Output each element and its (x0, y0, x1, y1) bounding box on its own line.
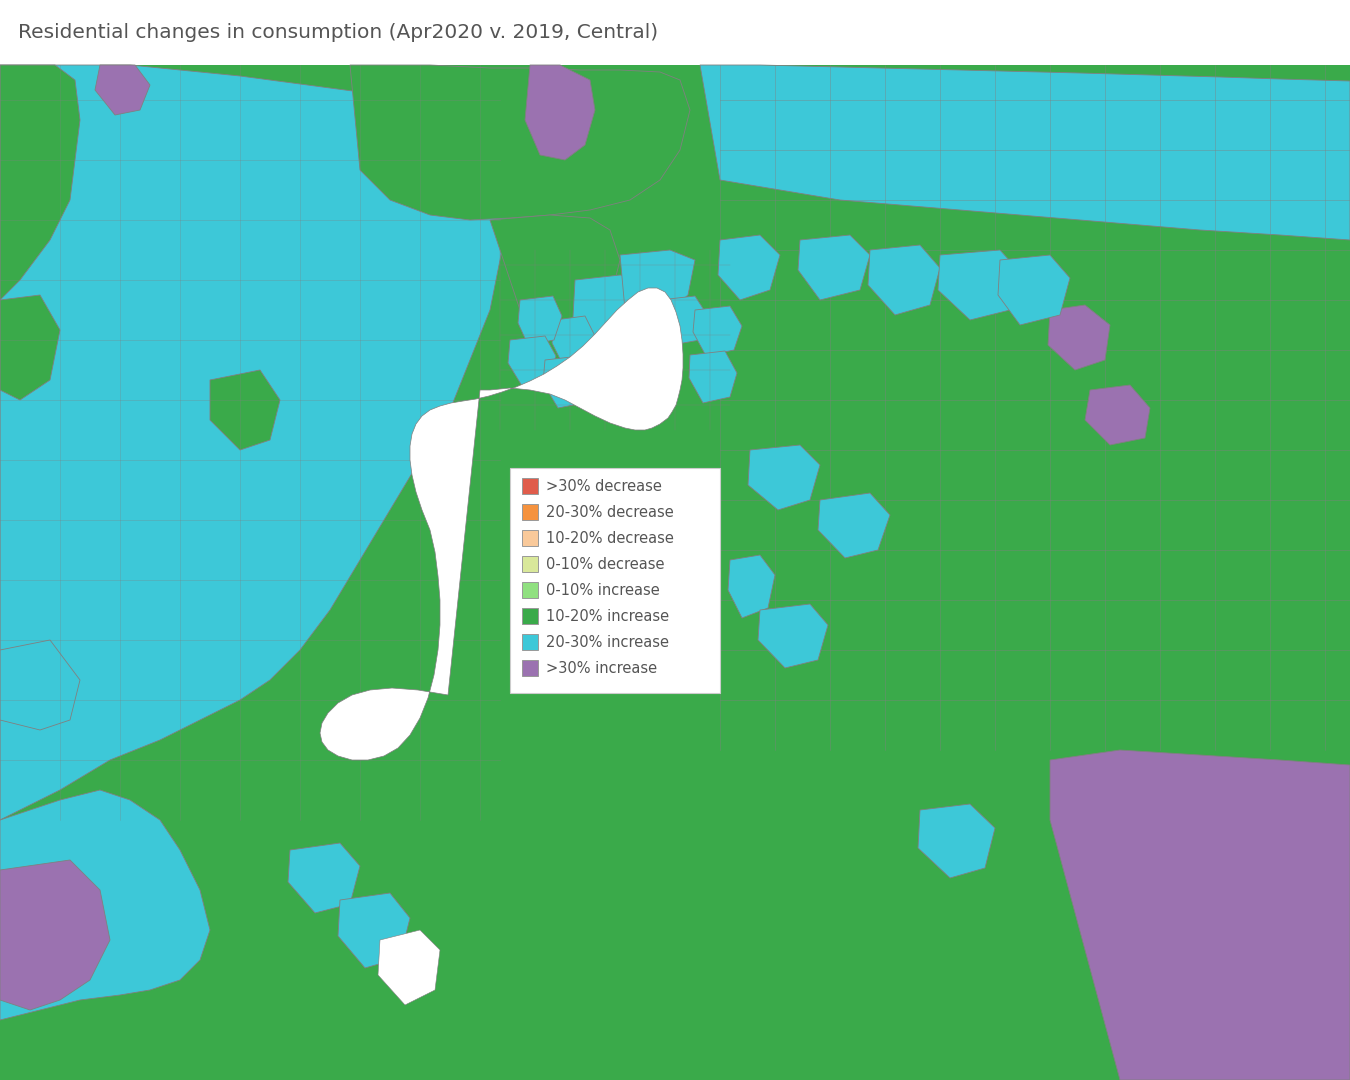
Text: Residential changes in consumption (Apr2020 v. 2019, Central): Residential changes in consumption (Apr2… (18, 23, 659, 41)
Polygon shape (718, 235, 780, 300)
Polygon shape (1050, 750, 1350, 1080)
Bar (522, 530, 539, 546)
Text: 20-30% decrease: 20-30% decrease (545, 505, 674, 519)
Polygon shape (350, 65, 690, 220)
Text: 0-10% increase: 0-10% increase (545, 583, 660, 598)
Polygon shape (868, 245, 940, 315)
Polygon shape (748, 445, 819, 510)
Polygon shape (0, 860, 109, 1010)
Polygon shape (508, 336, 556, 386)
Polygon shape (552, 316, 595, 365)
Polygon shape (918, 804, 995, 878)
Polygon shape (728, 555, 775, 618)
Text: 10-20% increase: 10-20% increase (545, 609, 670, 624)
Bar (510, 468, 720, 693)
Polygon shape (378, 930, 440, 1005)
Polygon shape (490, 215, 620, 325)
Polygon shape (593, 336, 630, 383)
Bar (522, 660, 539, 676)
Polygon shape (0, 65, 1350, 1080)
Polygon shape (288, 843, 360, 913)
Text: 0-10% decrease: 0-10% decrease (545, 557, 664, 572)
Polygon shape (657, 296, 707, 345)
Polygon shape (0, 640, 80, 730)
Polygon shape (1085, 384, 1150, 445)
Polygon shape (688, 351, 737, 403)
Polygon shape (818, 492, 890, 558)
Bar (522, 504, 539, 519)
Polygon shape (338, 893, 410, 968)
Polygon shape (657, 311, 670, 328)
Polygon shape (938, 249, 1021, 320)
Polygon shape (525, 65, 595, 160)
Polygon shape (701, 65, 1350, 240)
Polygon shape (518, 296, 562, 345)
Polygon shape (0, 65, 510, 820)
Polygon shape (1048, 305, 1110, 370)
Bar (522, 556, 539, 572)
Bar (522, 634, 539, 650)
Polygon shape (543, 356, 593, 408)
Polygon shape (998, 255, 1071, 325)
Bar (522, 608, 539, 624)
Polygon shape (211, 370, 279, 450)
Polygon shape (572, 275, 660, 360)
Polygon shape (757, 604, 828, 669)
Polygon shape (622, 356, 672, 407)
Text: >30% increase: >30% increase (545, 661, 657, 676)
Polygon shape (645, 325, 682, 370)
Bar (522, 478, 539, 494)
Polygon shape (798, 235, 869, 300)
Text: 10-20% decrease: 10-20% decrease (545, 531, 674, 546)
Polygon shape (0, 65, 80, 300)
Polygon shape (620, 249, 695, 320)
Bar (522, 582, 539, 598)
Polygon shape (95, 65, 150, 114)
Text: 20-30% increase: 20-30% increase (545, 635, 670, 650)
Polygon shape (0, 789, 211, 1020)
Polygon shape (693, 306, 743, 356)
Polygon shape (648, 321, 660, 338)
Polygon shape (0, 295, 59, 400)
Text: >30% decrease: >30% decrease (545, 480, 662, 494)
Polygon shape (320, 288, 683, 760)
